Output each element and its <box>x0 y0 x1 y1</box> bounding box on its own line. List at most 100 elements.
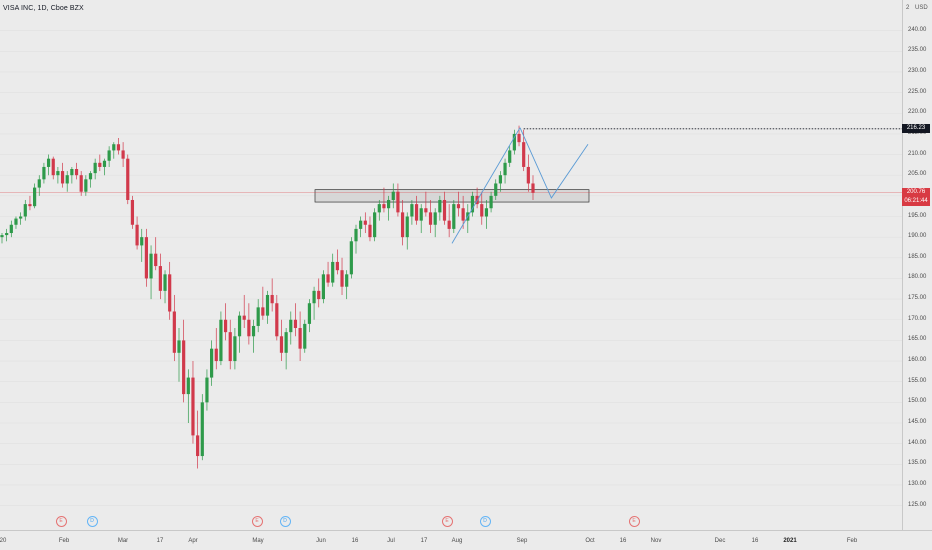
time-tick-label: 16 <box>351 538 359 544</box>
support-resistance-zone <box>314 189 590 203</box>
price-tick-label: 130.00 <box>908 480 927 487</box>
earnings-event-icon[interactable]: E <box>55 516 67 527</box>
candle-body <box>65 175 69 184</box>
price-tick-label: 210.00 <box>908 150 927 157</box>
candle-body <box>424 208 428 213</box>
price-tick-label: 180.00 <box>908 274 927 281</box>
time-tick-label: 16 <box>751 538 759 544</box>
candle-body <box>214 348 218 362</box>
candle-body <box>191 377 195 436</box>
candle-body <box>79 175 83 192</box>
price-tick-label: 230.00 <box>908 67 927 74</box>
candle-body <box>498 175 502 184</box>
candle-body <box>182 340 186 395</box>
symbol-title[interactable]: VISA INC, 1D, Cboe BZX <box>3 5 84 12</box>
candle-body <box>293 319 298 329</box>
candle-body <box>265 294 270 316</box>
candle-body <box>489 195 493 209</box>
candle-body <box>526 166 530 184</box>
time-tick-label: Nov <box>650 538 662 544</box>
candle-body <box>154 253 158 267</box>
candle-body <box>88 173 93 180</box>
candle-body <box>56 171 60 176</box>
candle-body <box>107 150 111 161</box>
candle-body <box>5 233 9 236</box>
trend-line <box>519 127 589 199</box>
candle-body <box>228 332 232 362</box>
candle-body <box>177 340 181 353</box>
candle-body <box>289 319 293 333</box>
price-tick-label: 175.00 <box>908 295 927 302</box>
chart-plot-area[interactable]: VISA INC, 1D, Cboe BZX <box>0 0 902 530</box>
candle-body <box>512 133 516 151</box>
candle-body <box>130 199 135 225</box>
candle-body <box>340 270 344 287</box>
scale-button[interactable]: 2 <box>906 5 910 11</box>
candle-body <box>456 204 461 209</box>
candle-body <box>494 183 498 196</box>
candle-body <box>433 212 437 225</box>
price-tick-label: 155.00 <box>908 377 927 384</box>
candle-body <box>19 216 23 219</box>
candle-body <box>270 294 274 304</box>
candle-body <box>326 274 330 283</box>
candle-body <box>93 162 97 174</box>
dividend-event-icon[interactable]: D <box>479 516 491 527</box>
candle-body <box>9 224 13 234</box>
candle-body <box>28 204 32 207</box>
bar-countdown-badge: 06:21:44 <box>902 196 930 206</box>
earnings-event-icon[interactable]: E <box>628 516 640 527</box>
candle-body <box>438 199 442 213</box>
candle-body <box>242 315 246 320</box>
candle-body <box>210 348 214 378</box>
candle-body <box>149 253 153 279</box>
candle-body <box>447 220 451 229</box>
candle-body <box>33 187 37 207</box>
time-tick-label: 17 <box>420 538 428 544</box>
candle-body <box>317 290 321 300</box>
candle-body <box>0 235 4 238</box>
dividend-event-icon[interactable]: D <box>86 516 98 527</box>
price-axis[interactable]: 240.00235.00230.00225.00220.00215.00210.… <box>902 0 932 530</box>
candle-body <box>503 162 507 176</box>
candlestick-chart[interactable] <box>0 0 902 530</box>
candle-body <box>256 307 260 326</box>
candle-body <box>428 212 433 225</box>
candle-body <box>196 435 200 457</box>
candle-body <box>363 220 367 225</box>
price-tick-label: 190.00 <box>908 233 927 240</box>
candle-body <box>410 204 414 217</box>
time-tick-label: Feb <box>846 538 858 544</box>
candle-body <box>60 171 65 184</box>
candle-body <box>442 199 447 221</box>
price-tick-label: 220.00 <box>908 109 927 116</box>
candle-body <box>331 261 335 283</box>
price-tick-label: 185.00 <box>908 253 927 260</box>
price-tick-label: 135.00 <box>908 460 927 467</box>
candle-body <box>461 208 465 221</box>
candle-body <box>275 303 279 337</box>
resistance-price-badge: 216.23 <box>902 124 930 134</box>
candle-body <box>158 266 162 291</box>
time-axis[interactable]: 20 Feb Mar 17 Apr May Jun 16 Jul 17 Aug Sep Oct 16 Nov… <box>0 530 932 550</box>
price-tick-label: 165.00 <box>908 336 927 343</box>
candle-body <box>373 212 377 238</box>
candle-body <box>298 328 302 349</box>
earnings-event-icon[interactable]: E <box>251 516 263 527</box>
candle-body <box>247 319 251 337</box>
candle-body <box>284 332 288 353</box>
earnings-event-icon[interactable]: E <box>441 516 453 527</box>
candle-body <box>382 204 386 209</box>
candle-body <box>37 179 41 188</box>
dividend-event-icon[interactable]: D <box>279 516 291 527</box>
candle-body <box>484 208 489 217</box>
candle-body <box>470 195 475 213</box>
currency-label[interactable]: USD <box>915 5 928 11</box>
price-tick-label: 240.00 <box>908 26 927 33</box>
candle-body <box>70 169 74 176</box>
candle-body <box>405 216 409 238</box>
time-tick-label: Feb <box>58 538 70 544</box>
candle-body <box>237 315 242 337</box>
price-tick-label: 150.00 <box>908 398 927 405</box>
candle-body <box>42 166 46 180</box>
